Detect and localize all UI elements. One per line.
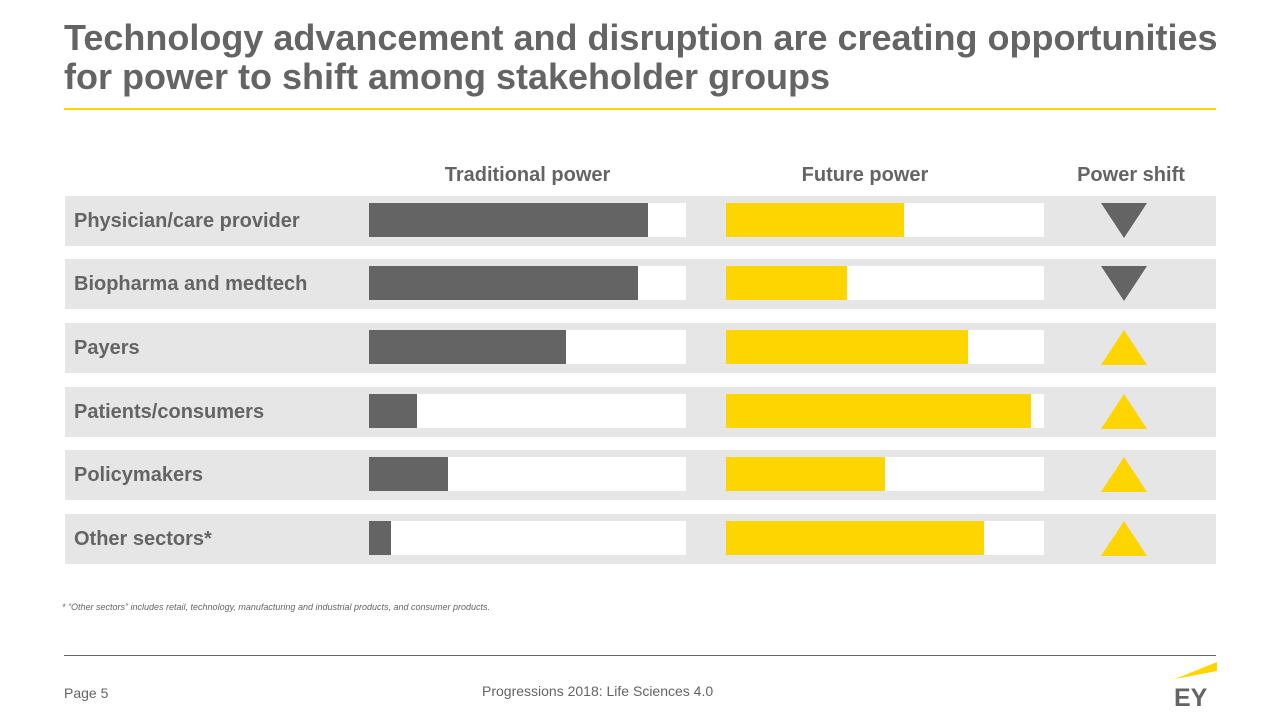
ey-logo: EY (1174, 662, 1217, 708)
future-power-bar (726, 203, 905, 237)
traditional-power-bar (369, 457, 449, 491)
shift-triangle (1101, 203, 1147, 238)
future-power-bar (726, 394, 1032, 428)
page-title: Technology advancement and disruption ar… (64, 17, 1218, 97)
stakeholder-label: Patients/consumers (74, 401, 265, 423)
shift-triangle (1101, 457, 1147, 492)
page-number: Page 5 (64, 685, 109, 701)
footnote: * “Other sectors” includes retail, techn… (62, 602, 491, 612)
stakeholder-row: Payers (65, 323, 1216, 373)
stakeholder-label: Payers (74, 337, 140, 359)
shift-up-icon (1101, 457, 1147, 492)
future-power-bar-track (726, 521, 1044, 555)
stakeholder-label: Physician/care provider (74, 210, 300, 232)
ey-logo-beam (1175, 662, 1217, 679)
future-power-bar-track (726, 457, 1044, 491)
column-header-shift: Power shift (1077, 164, 1185, 186)
traditional-power-bar-track (369, 521, 686, 555)
future-power-bar-track (726, 394, 1044, 428)
future-power-bar (726, 330, 968, 364)
stakeholder-row: Policymakers (65, 450, 1216, 500)
stakeholder-row: Physician/care provider (65, 196, 1216, 246)
shift-up-icon (1101, 330, 1147, 365)
future-power-bar-track (726, 203, 1044, 237)
footer-publication-title: Progressions 2018: Life Sciences 4.0 (482, 683, 714, 699)
traditional-power-bar (369, 394, 417, 428)
shift-triangle (1101, 521, 1147, 556)
traditional-power-bar (369, 330, 566, 364)
shift-triangle (1101, 266, 1147, 301)
stakeholder-label: Policymakers (74, 464, 203, 486)
shift-down-icon (1101, 266, 1147, 301)
column-header-traditional: Traditional power (444, 164, 611, 186)
stakeholder-row: Patients/consumers (65, 387, 1216, 437)
traditional-power-bar-track (369, 457, 686, 491)
stakeholder-row: Biopharma and medtech (65, 259, 1216, 309)
traditional-power-bar (369, 521, 392, 555)
shift-up-icon (1101, 521, 1147, 556)
title-divider (64, 108, 1216, 110)
stakeholder-label: Other sectors* (74, 528, 212, 550)
traditional-power-bar-track (369, 330, 686, 364)
traditional-power-bar (369, 203, 648, 237)
future-power-bar (726, 457, 885, 491)
traditional-power-bar-track (369, 266, 686, 300)
stakeholder-row: Other sectors* (65, 514, 1216, 564)
ey-logo-text: EY (1174, 684, 1208, 708)
future-power-bar (726, 521, 984, 555)
future-power-bar-track (726, 266, 1044, 300)
traditional-power-bar (369, 266, 639, 300)
future-power-bar (726, 266, 847, 300)
shift-triangle (1101, 394, 1147, 429)
shift-triangle (1101, 330, 1147, 365)
footer-divider (64, 655, 1216, 656)
shift-down-icon (1101, 203, 1147, 238)
future-power-bar-track (726, 330, 1044, 364)
shift-up-icon (1101, 394, 1147, 429)
traditional-power-bar-track (369, 394, 686, 428)
stakeholder-label: Biopharma and medtech (74, 273, 308, 295)
traditional-power-bar-track (369, 203, 686, 237)
column-header-future: Future power (801, 164, 929, 186)
